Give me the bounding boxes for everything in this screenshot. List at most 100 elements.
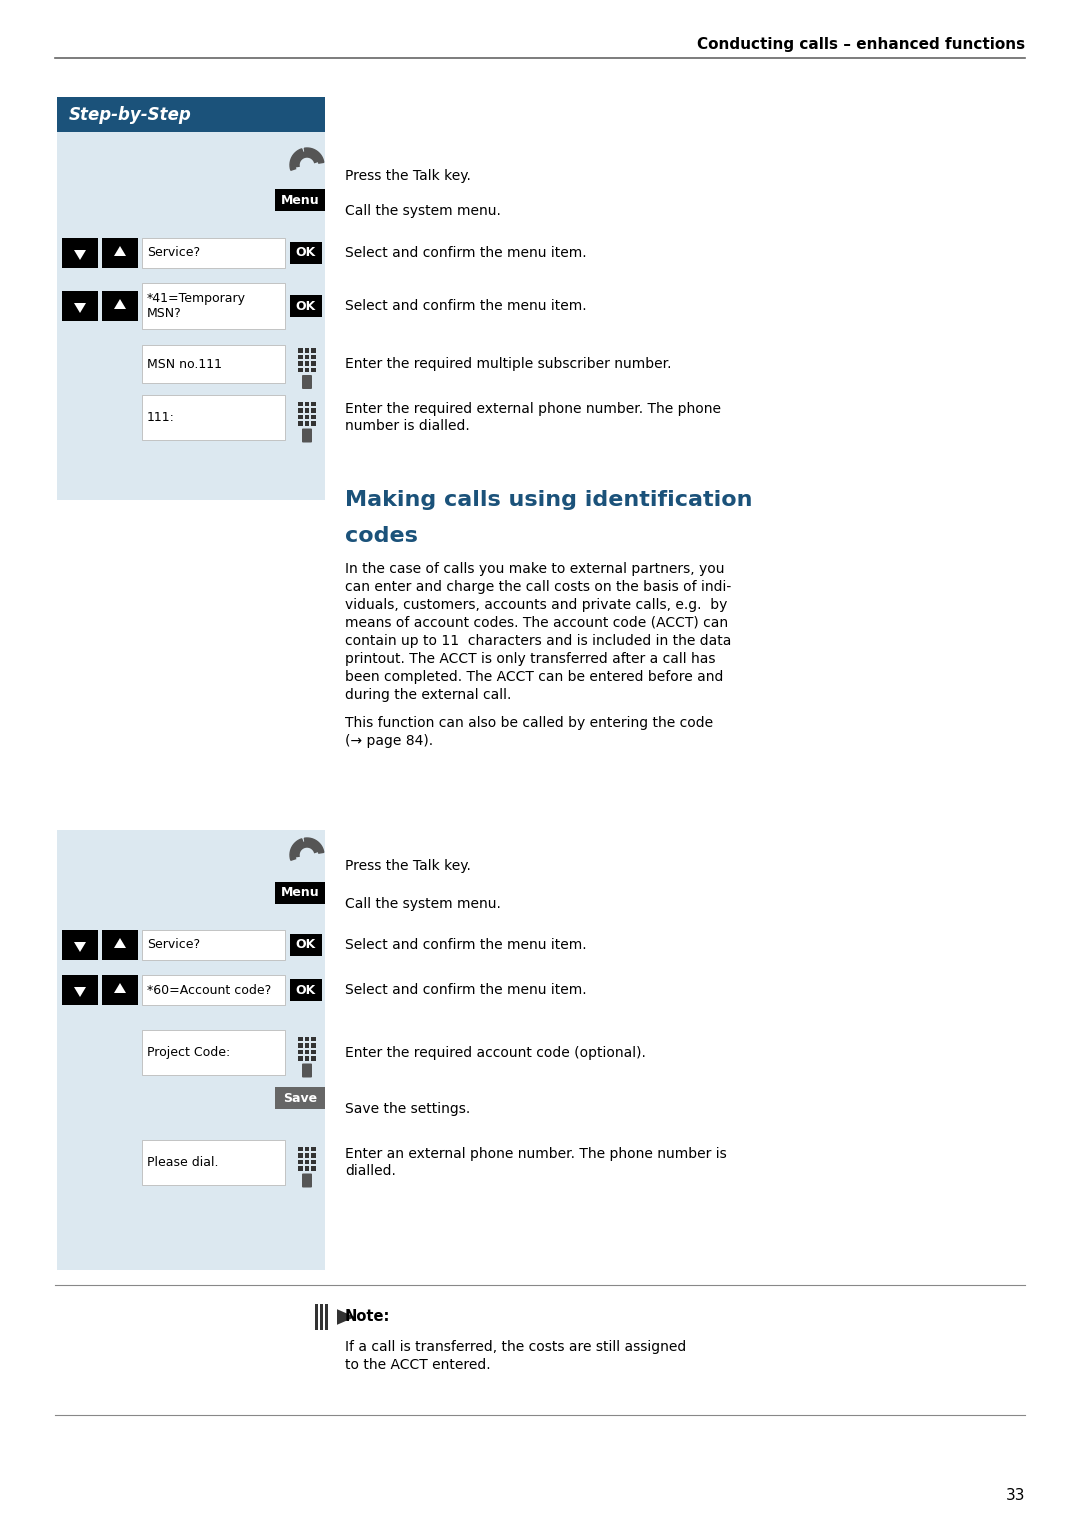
FancyBboxPatch shape: [141, 1031, 285, 1075]
FancyBboxPatch shape: [57, 96, 325, 131]
FancyBboxPatch shape: [311, 402, 315, 407]
Text: Save: Save: [283, 1092, 318, 1104]
FancyBboxPatch shape: [311, 361, 315, 365]
Text: contain up to 11  characters and is included in the data: contain up to 11 characters and is inclu…: [345, 635, 731, 648]
FancyBboxPatch shape: [298, 1167, 302, 1171]
Polygon shape: [114, 937, 126, 948]
FancyBboxPatch shape: [291, 295, 322, 317]
Text: OK: OK: [296, 246, 316, 260]
FancyBboxPatch shape: [298, 349, 302, 353]
FancyBboxPatch shape: [305, 361, 309, 365]
Text: to the ACCT entered.: to the ACCT entered.: [345, 1358, 490, 1372]
FancyBboxPatch shape: [298, 1147, 302, 1151]
FancyBboxPatch shape: [298, 1037, 302, 1041]
Text: Step-by-Step: Step-by-Step: [69, 106, 192, 124]
FancyBboxPatch shape: [141, 239, 285, 268]
Text: Please dial.: Please dial.: [147, 1156, 218, 1170]
Text: OK: OK: [296, 300, 316, 312]
FancyBboxPatch shape: [305, 1167, 309, 1171]
FancyBboxPatch shape: [62, 239, 98, 268]
Polygon shape: [294, 151, 320, 167]
Text: during the external call.: during the external call.: [345, 688, 511, 702]
FancyBboxPatch shape: [275, 882, 325, 904]
Text: 111:: 111:: [147, 411, 175, 424]
FancyBboxPatch shape: [311, 1147, 315, 1151]
Text: Menu: Menu: [281, 194, 320, 206]
FancyBboxPatch shape: [62, 291, 98, 321]
FancyBboxPatch shape: [311, 420, 315, 425]
FancyBboxPatch shape: [311, 1049, 315, 1053]
Text: Menu: Menu: [281, 887, 320, 899]
FancyBboxPatch shape: [291, 242, 322, 265]
FancyBboxPatch shape: [298, 1043, 302, 1047]
Text: codes: codes: [345, 526, 418, 546]
FancyBboxPatch shape: [291, 979, 322, 1001]
Text: printout. The ACCT is only transferred after a call has: printout. The ACCT is only transferred a…: [345, 651, 715, 667]
FancyBboxPatch shape: [311, 1057, 315, 1061]
FancyBboxPatch shape: [311, 367, 315, 372]
Polygon shape: [337, 1309, 355, 1324]
FancyBboxPatch shape: [305, 414, 309, 419]
FancyBboxPatch shape: [102, 239, 138, 268]
FancyBboxPatch shape: [302, 428, 312, 442]
Text: If a call is transferred, the costs are still assigned: If a call is transferred, the costs are …: [345, 1339, 686, 1355]
Polygon shape: [114, 300, 126, 309]
Text: Service?: Service?: [147, 939, 200, 951]
Polygon shape: [114, 246, 126, 255]
Text: *60=Account code?: *60=Account code?: [147, 983, 271, 997]
FancyBboxPatch shape: [298, 367, 302, 372]
FancyBboxPatch shape: [302, 375, 312, 388]
FancyBboxPatch shape: [320, 1304, 323, 1330]
Polygon shape: [305, 838, 324, 853]
Polygon shape: [75, 303, 86, 313]
Text: This function can also be called by entering the code: This function can also be called by ente…: [345, 716, 713, 729]
Text: In the case of calls you make to external partners, you: In the case of calls you make to externa…: [345, 563, 725, 576]
FancyBboxPatch shape: [62, 976, 98, 1005]
Text: Enter the required account code (optional).: Enter the required account code (optiona…: [345, 1046, 646, 1060]
FancyBboxPatch shape: [62, 930, 98, 960]
Text: OK: OK: [296, 983, 316, 997]
Text: MSN no.111: MSN no.111: [147, 358, 222, 370]
Polygon shape: [114, 983, 126, 992]
Text: Enter the required multiple subscriber number.: Enter the required multiple subscriber n…: [345, 356, 672, 372]
FancyBboxPatch shape: [311, 1153, 315, 1157]
FancyBboxPatch shape: [311, 1037, 315, 1041]
Text: Enter the required external phone number. The phone
number is dialled.: Enter the required external phone number…: [345, 402, 721, 433]
Polygon shape: [305, 148, 324, 164]
FancyBboxPatch shape: [302, 1064, 312, 1078]
FancyBboxPatch shape: [298, 1057, 302, 1061]
FancyBboxPatch shape: [302, 1173, 312, 1188]
Text: Select and confirm the menu item.: Select and confirm the menu item.: [345, 246, 586, 260]
Text: 33: 33: [1005, 1488, 1025, 1503]
FancyBboxPatch shape: [298, 420, 302, 425]
Text: Select and confirm the menu item.: Select and confirm the menu item.: [345, 937, 586, 953]
FancyBboxPatch shape: [298, 361, 302, 365]
FancyBboxPatch shape: [141, 394, 285, 440]
FancyBboxPatch shape: [305, 420, 309, 425]
Polygon shape: [75, 251, 86, 260]
Text: Call the system menu.: Call the system menu.: [345, 203, 501, 219]
Text: been completed. The ACCT can be entered before and: been completed. The ACCT can be entered …: [345, 670, 724, 683]
Text: OK: OK: [296, 939, 316, 951]
FancyBboxPatch shape: [102, 976, 138, 1005]
FancyBboxPatch shape: [311, 1043, 315, 1047]
FancyBboxPatch shape: [298, 355, 302, 359]
Text: Conducting calls – enhanced functions: Conducting calls – enhanced functions: [697, 38, 1025, 52]
FancyBboxPatch shape: [298, 1153, 302, 1157]
Text: Project Code:: Project Code:: [147, 1046, 230, 1060]
FancyBboxPatch shape: [305, 1037, 309, 1041]
FancyBboxPatch shape: [141, 930, 285, 960]
FancyBboxPatch shape: [311, 1167, 315, 1171]
Polygon shape: [75, 988, 86, 997]
FancyBboxPatch shape: [305, 367, 309, 372]
FancyBboxPatch shape: [141, 1141, 285, 1185]
Text: viduals, customers, accounts and private calls, e.g.  by: viduals, customers, accounts and private…: [345, 598, 727, 612]
Text: Select and confirm the menu item.: Select and confirm the menu item.: [345, 300, 586, 313]
Text: Service?: Service?: [147, 246, 200, 260]
FancyBboxPatch shape: [57, 830, 325, 1271]
FancyBboxPatch shape: [141, 283, 285, 329]
Text: (→ page 84).: (→ page 84).: [345, 734, 433, 748]
FancyBboxPatch shape: [311, 1159, 315, 1164]
FancyBboxPatch shape: [102, 930, 138, 960]
FancyBboxPatch shape: [305, 1159, 309, 1164]
